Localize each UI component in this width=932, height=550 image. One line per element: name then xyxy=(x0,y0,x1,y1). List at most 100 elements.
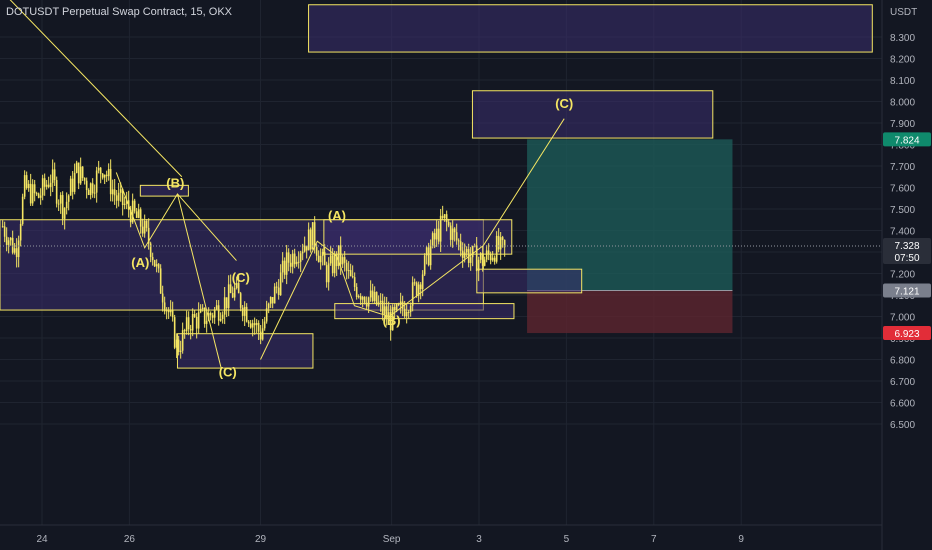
candle-body xyxy=(311,222,314,250)
candle-body xyxy=(93,192,96,194)
y-tick-label: 7.700 xyxy=(890,162,915,173)
candle-body xyxy=(333,254,336,274)
stop-loss-zone xyxy=(527,290,733,334)
candle-body xyxy=(27,183,30,189)
candle-body xyxy=(213,309,216,318)
candle-body xyxy=(73,172,76,192)
candle-body xyxy=(407,311,410,313)
candle-body xyxy=(151,256,154,261)
candle-body xyxy=(331,255,334,274)
candle-body xyxy=(159,268,162,294)
candle-body xyxy=(395,304,398,310)
candle-body xyxy=(449,225,452,240)
zone-box xyxy=(176,333,314,369)
candle-body xyxy=(177,339,180,352)
current-price-tag: 7.328 xyxy=(894,241,919,252)
candle-body xyxy=(25,175,28,189)
candle-body xyxy=(9,237,12,241)
candle-body xyxy=(85,180,88,190)
candle-body xyxy=(43,178,46,187)
wave-label: (A) xyxy=(328,208,346,223)
candle-body xyxy=(433,233,436,240)
candle-body xyxy=(451,228,454,240)
candle-body xyxy=(481,253,484,266)
candle-body xyxy=(361,296,364,300)
y-tick-label: 6.700 xyxy=(890,377,915,388)
candle-body xyxy=(359,296,362,300)
candle-body xyxy=(113,189,116,196)
candle-body xyxy=(49,182,52,187)
candle-body xyxy=(147,227,150,244)
candle-body xyxy=(367,297,370,307)
candle-body xyxy=(309,229,312,250)
candle-body xyxy=(443,214,446,219)
zone-box xyxy=(334,303,515,320)
candle-body xyxy=(15,248,18,258)
candle-body xyxy=(379,300,382,303)
candle-body xyxy=(291,253,294,267)
candle-body xyxy=(7,240,10,245)
candle-body xyxy=(203,307,206,324)
candle-body xyxy=(305,245,308,251)
x-tick-label: 7 xyxy=(651,534,657,545)
candle-body xyxy=(355,287,358,297)
x-tick-label: 24 xyxy=(36,534,48,545)
candle-body xyxy=(345,262,348,271)
candle-body xyxy=(111,189,114,195)
candle-body xyxy=(261,328,264,340)
candle-body xyxy=(467,249,470,263)
candle-body xyxy=(21,196,24,224)
candle-body xyxy=(187,317,190,330)
candle-body xyxy=(415,282,418,296)
y-tick-label: 7.400 xyxy=(890,227,915,238)
candle-body xyxy=(233,287,236,298)
candle-body xyxy=(373,292,376,301)
candle-body xyxy=(249,323,252,328)
candle-body xyxy=(253,323,256,326)
candle-body xyxy=(99,167,102,174)
candle-body xyxy=(211,315,214,318)
candle-body xyxy=(81,166,84,178)
wave-label: (C) xyxy=(219,365,237,380)
candle-body xyxy=(431,233,434,247)
candle-body xyxy=(5,236,8,245)
candle-body xyxy=(445,214,448,223)
candle-body xyxy=(55,180,58,204)
candle-body xyxy=(109,169,112,195)
candle-body xyxy=(169,310,172,313)
candle-body xyxy=(193,314,196,317)
candle-body xyxy=(307,229,310,251)
candle-body xyxy=(239,293,242,308)
wave-label: (C) xyxy=(232,270,250,285)
candle-body xyxy=(295,261,298,265)
candle-body xyxy=(227,284,230,309)
candle-body xyxy=(471,245,474,258)
candle-body xyxy=(231,293,234,298)
candle-body xyxy=(401,301,404,309)
candle-body xyxy=(91,183,94,194)
zone-box xyxy=(476,268,583,294)
candle-body xyxy=(219,318,222,321)
candle-body xyxy=(251,323,254,328)
candle-body xyxy=(171,310,174,318)
stop-price-tag-bg xyxy=(883,326,931,341)
candle-body xyxy=(503,240,506,248)
target-price-tag-bg xyxy=(883,132,931,147)
candle-body xyxy=(175,339,178,348)
candle-body xyxy=(205,320,208,324)
y-tick-label: 7.000 xyxy=(890,313,915,324)
candle-body xyxy=(425,247,428,256)
candle-body xyxy=(245,306,248,322)
candle-body xyxy=(487,250,490,255)
candle-body xyxy=(315,246,318,256)
candle-body xyxy=(103,174,106,178)
candle-body xyxy=(423,255,426,275)
candle-body xyxy=(47,184,50,187)
candle-body xyxy=(11,237,14,253)
take-profit-zone xyxy=(527,139,733,291)
candle-body xyxy=(463,252,466,258)
candle-body xyxy=(337,245,340,267)
candle-body xyxy=(455,232,458,241)
